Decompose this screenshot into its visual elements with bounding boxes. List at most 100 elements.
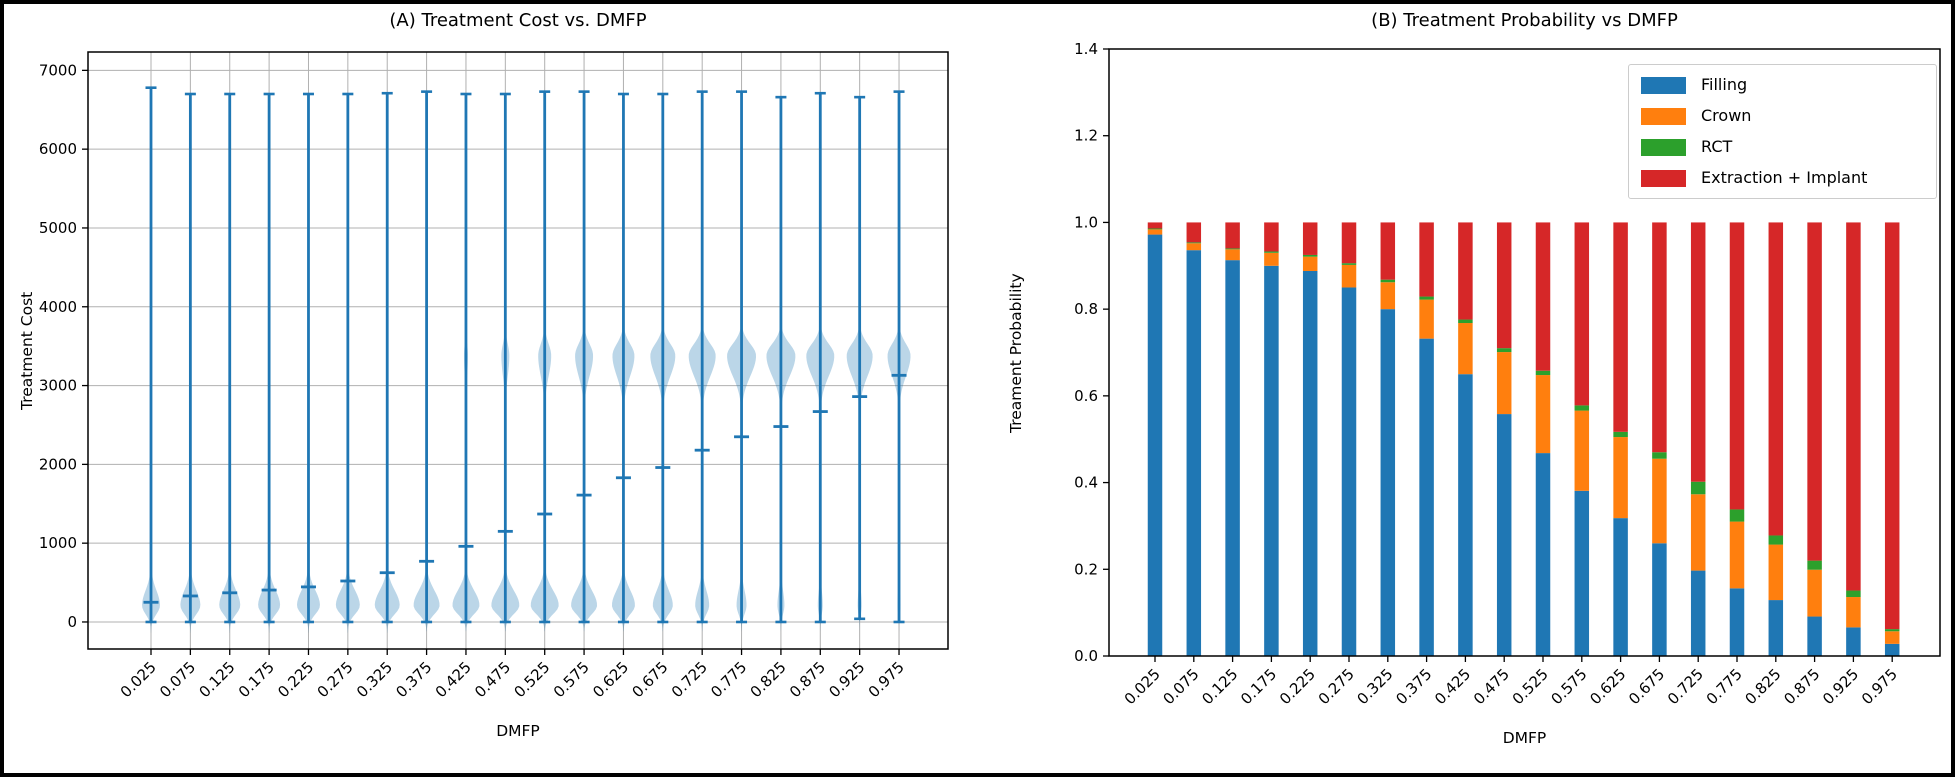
x-tick-label: 0.975 bbox=[1858, 665, 1901, 708]
legend-label: Crown bbox=[1701, 106, 1752, 125]
stacked-bar-segment-rct bbox=[1807, 560, 1822, 570]
stacked-bar-segment-filling bbox=[1807, 616, 1822, 656]
stacked-bar-segment-rct bbox=[1186, 242, 1202, 244]
stacked-bar-segment-filling bbox=[1380, 309, 1396, 656]
x-tick-label: 0.275 bbox=[314, 658, 357, 701]
stacked-bar-segment-extraction-implant bbox=[1225, 222, 1240, 249]
stacked-bar-segment-crown bbox=[1496, 352, 1512, 415]
stacked-bar-segment-filling bbox=[1574, 490, 1590, 656]
stacked-bar-segment-rct bbox=[1341, 263, 1357, 265]
y-tick-label: 3000 bbox=[39, 377, 77, 395]
y-tick-label: 7000 bbox=[39, 61, 77, 79]
y-tick-label: 0.2 bbox=[1074, 560, 1098, 578]
chart-a-title: (A) Treatment Cost vs. DMFP bbox=[389, 10, 647, 31]
x-tick-label: 0.775 bbox=[707, 658, 750, 701]
stacked-bar-segment-filling bbox=[1341, 287, 1357, 656]
stacked-bar-segment-rct bbox=[1419, 296, 1434, 300]
stacked-bar-segment-filling bbox=[1535, 453, 1551, 656]
x-tick-label: 0.425 bbox=[432, 658, 475, 701]
stacked-bar-segment-rct bbox=[1729, 509, 1745, 522]
stacked-bar-segment-crown bbox=[1535, 375, 1551, 454]
stacked-bar-segment-crown bbox=[1264, 252, 1279, 266]
y-tick-label: 2000 bbox=[39, 455, 77, 473]
stacked-bar-segment-extraction-implant bbox=[1302, 222, 1318, 255]
x-tick-label: 0.075 bbox=[1160, 665, 1203, 708]
stacked-bar-segment-rct bbox=[1225, 248, 1240, 250]
stacked-bar-segment-extraction-implant bbox=[1613, 222, 1628, 432]
stacked-bar-segment-filling bbox=[1768, 600, 1784, 656]
stacked-bar-segment-crown bbox=[1846, 597, 1861, 628]
legend-item-extraction-implant: Extraction + Implant bbox=[1641, 166, 1924, 190]
legend-label: Filling bbox=[1701, 75, 1748, 94]
stacked-bar-segment-rct bbox=[1380, 279, 1396, 283]
stacked-bar-segment-extraction-implant bbox=[1458, 222, 1473, 320]
stacked-bar-segment-filling bbox=[1496, 414, 1512, 656]
stacked-bar-segment-crown bbox=[1574, 410, 1590, 491]
stacked-bar-segment-extraction-implant bbox=[1341, 222, 1357, 264]
stacked-bar-segment-extraction-implant bbox=[1807, 222, 1822, 561]
y-tick-label: 0.4 bbox=[1074, 474, 1098, 492]
legend-swatch-icon bbox=[1641, 169, 1686, 187]
legend-label: RCT bbox=[1701, 137, 1733, 156]
stacked-bar-segment-filling bbox=[1884, 643, 1900, 656]
stacked-bar-segment-filling bbox=[1302, 270, 1318, 656]
x-tick-label: 0.325 bbox=[353, 658, 396, 701]
x-tick-label: 0.875 bbox=[1780, 665, 1823, 708]
stacked-bar-segment-filling bbox=[1652, 543, 1667, 656]
x-tick-label: 0.575 bbox=[1548, 665, 1591, 708]
x-tick-label: 0.125 bbox=[195, 658, 238, 701]
stacked-bar-segment-extraction-implant bbox=[1147, 222, 1163, 229]
stacked-bar-segment-extraction-implant bbox=[1846, 222, 1861, 591]
y-tick-label: 5000 bbox=[39, 219, 77, 237]
chart-a-y-axis-label: Treatment Cost bbox=[18, 291, 36, 410]
x-tick-label: 0.725 bbox=[1664, 665, 1707, 708]
legend: Filling Crown RCT Extraction + Implant bbox=[1628, 64, 1937, 199]
legend-item-filling: Filling bbox=[1641, 73, 1924, 97]
stacked-bar-segment-filling bbox=[1264, 265, 1279, 656]
stacked-bar-segment-filling bbox=[1846, 627, 1861, 656]
x-tick-label: 0.525 bbox=[1509, 665, 1552, 708]
x-tick-label: 0.325 bbox=[1354, 665, 1397, 708]
stacked-bar-segment-extraction-implant bbox=[1729, 222, 1745, 510]
x-tick-label: 0.575 bbox=[550, 658, 593, 701]
y-tick-label: 6000 bbox=[39, 140, 77, 158]
x-tick-label: 0.525 bbox=[510, 658, 553, 701]
stacked-bar-segment-filling bbox=[1419, 338, 1434, 656]
stacked-bar-segment-filling bbox=[1458, 374, 1473, 656]
stacked-bar-segment-crown bbox=[1613, 437, 1628, 519]
stacked-bar-segment-rct bbox=[1535, 370, 1551, 376]
stacked-bar-segment-rct bbox=[1458, 319, 1473, 324]
y-tick-label: 1.4 bbox=[1074, 40, 1098, 58]
stacked-bar-segment-extraction-implant bbox=[1574, 222, 1590, 406]
y-tick-label: 1.2 bbox=[1074, 127, 1098, 145]
chart-b-x-axis-label: DMFP bbox=[1502, 729, 1547, 747]
stacked-bar-segment-rct bbox=[1652, 452, 1667, 459]
y-tick-label: 1000 bbox=[39, 534, 77, 552]
chart-b-y-axis-label: Treament Probability bbox=[1007, 273, 1025, 433]
y-tick-label: 1.0 bbox=[1074, 213, 1098, 231]
x-tick-label: 0.625 bbox=[589, 658, 632, 701]
stacked-bar-segment-filling bbox=[1225, 260, 1240, 656]
x-tick-label: 0.675 bbox=[629, 658, 672, 701]
chart-a-x-axis-label: DMFP bbox=[496, 722, 540, 740]
stacked-bar-segment-rct bbox=[1846, 590, 1861, 598]
stacked-bar-segment-filling bbox=[1729, 588, 1745, 656]
legend-swatch-icon bbox=[1641, 76, 1686, 94]
stacked-bar-segment-crown bbox=[1225, 249, 1240, 261]
chart-b-spines bbox=[1108, 48, 1941, 657]
stacked-bar-segment-crown bbox=[1302, 256, 1318, 271]
x-tick-label: 0.425 bbox=[1431, 665, 1474, 708]
stacked-bar-segment-crown bbox=[1380, 282, 1396, 310]
stacked-bar-segment-rct bbox=[1264, 251, 1279, 253]
stacked-bar-segment-filling bbox=[1690, 570, 1706, 656]
stacked-bar-segment-extraction-implant bbox=[1652, 222, 1667, 453]
x-tick-label: 0.075 bbox=[156, 658, 199, 701]
legend-label: Extraction + Implant bbox=[1701, 168, 1868, 187]
x-tick-label: 0.875 bbox=[786, 658, 829, 701]
stacked-bar-segment-extraction-implant bbox=[1186, 222, 1202, 243]
x-tick-label: 0.025 bbox=[117, 658, 160, 701]
chart-a-spines bbox=[87, 51, 949, 650]
stacked-bar-segment-crown bbox=[1147, 229, 1163, 235]
stacked-bar-segment-crown bbox=[1729, 521, 1745, 589]
